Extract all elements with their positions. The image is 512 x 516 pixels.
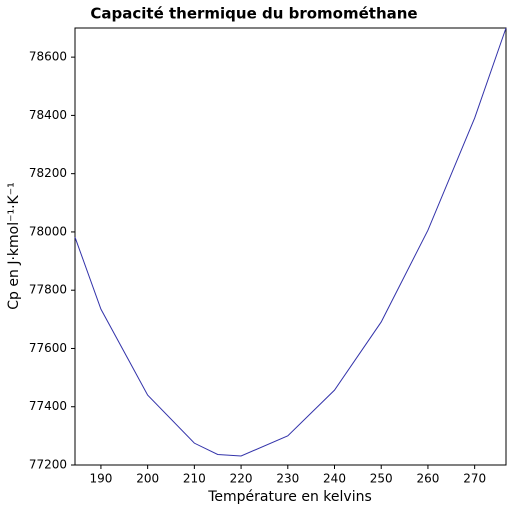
chart-title: Capacité thermique du bromométhane xyxy=(90,5,417,23)
x-tick-label: 190 xyxy=(89,472,112,486)
y-tick-label: 77400 xyxy=(29,399,67,413)
x-tick-label: 270 xyxy=(463,472,486,486)
data-line xyxy=(74,27,507,457)
x-tick-label: 210 xyxy=(183,472,206,486)
x-tick-label: 230 xyxy=(276,472,299,486)
y-tick-label: 77800 xyxy=(29,283,67,297)
y-tick-label: 78200 xyxy=(29,166,67,180)
y-axis-label: Cp en J·kmol⁻¹·K⁻¹ xyxy=(6,182,22,309)
x-axis-label: Température en kelvins xyxy=(207,489,372,505)
x-tick-label: 220 xyxy=(230,472,253,486)
x-tick-label: 240 xyxy=(323,472,346,486)
y-tick-label: 78600 xyxy=(29,50,67,64)
y-tick-label: 77600 xyxy=(29,341,67,355)
plot-frame xyxy=(74,27,507,466)
x-tick-label: 260 xyxy=(416,472,439,486)
x-tick-label: 250 xyxy=(370,472,393,486)
y-tick-label: 77200 xyxy=(29,458,67,472)
y-tick-label: 78000 xyxy=(29,224,67,238)
x-tick-label: 200 xyxy=(136,472,159,486)
y-tick-label: 78400 xyxy=(29,108,67,122)
